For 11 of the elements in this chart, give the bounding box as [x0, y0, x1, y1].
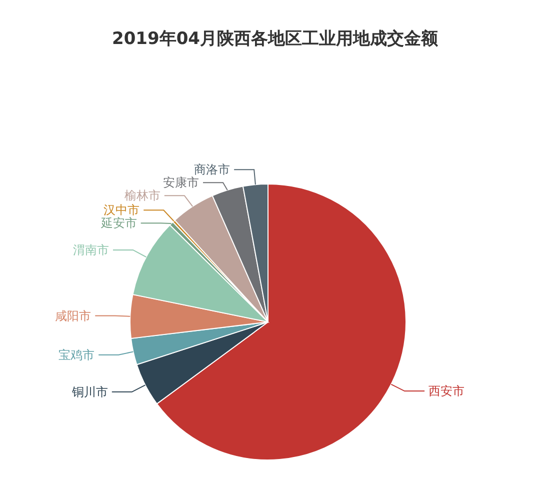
- slice-label: 汉中市: [104, 203, 140, 218]
- slice-label: 安康市: [163, 176, 200, 190]
- slice-label: 咸阳市: [55, 308, 92, 323]
- slice-label: 商洛市: [194, 162, 230, 177]
- slice-label: 西安市: [428, 384, 465, 398]
- slice-label: 铜川市: [70, 384, 108, 399]
- chart-title: 2019年04月陕西各地区工业用地成交金额: [112, 29, 439, 49]
- slice-label: 延安市: [100, 216, 137, 230]
- slice-label: 榆林市: [124, 188, 160, 203]
- slice-label: 宝鸡市: [58, 348, 95, 362]
- slice-label: 渭南市: [73, 242, 110, 257]
